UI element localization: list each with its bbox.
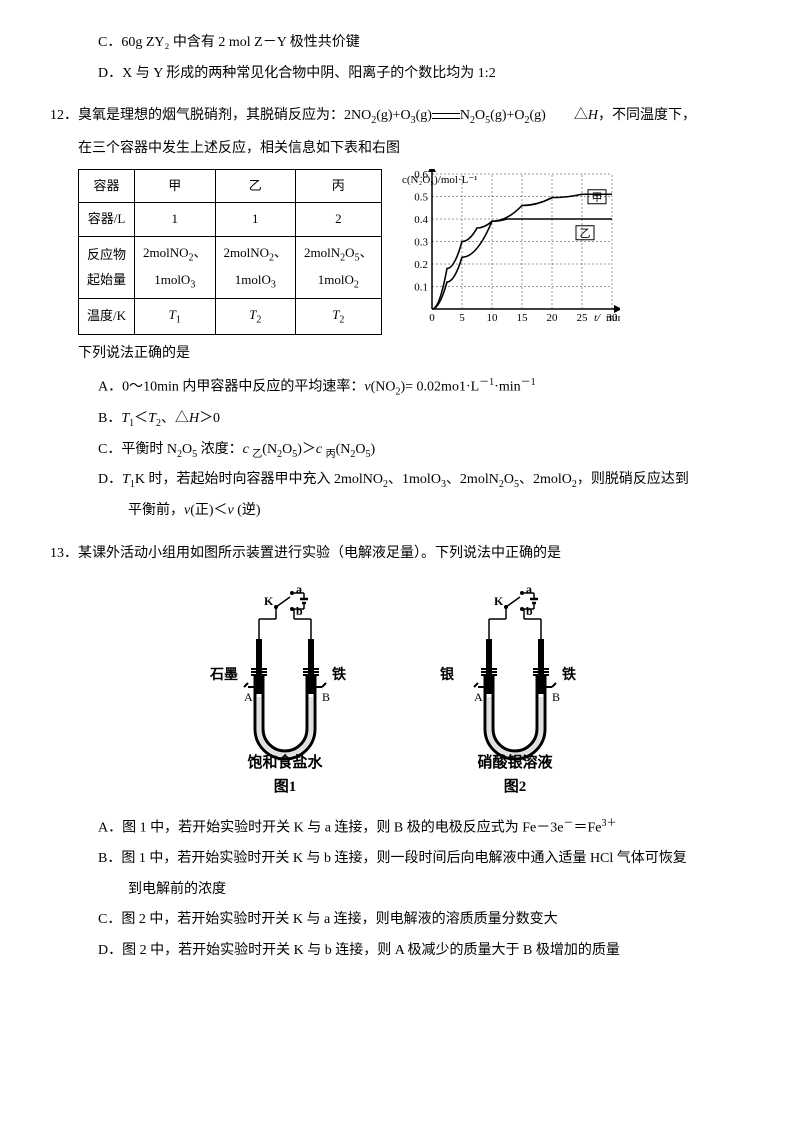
q12-stem-2: 在三个容器中发生上述反应，相关信息如下表和右图 (50, 136, 750, 163)
table-hdr-1: 甲 (135, 169, 216, 203)
svg-text:25: 25 (576, 312, 588, 324)
svg-text:a: a (296, 582, 302, 596)
table-hdr-3: 丙 (296, 169, 382, 203)
svg-text:甲: 甲 (591, 191, 602, 203)
svg-text:K: K (264, 594, 274, 608)
table-cell: 反应物起始量 (79, 236, 135, 298)
svg-text:0.5: 0.5 (414, 191, 428, 203)
q12-chart: 0510152025300.10.20.30.40.50.6甲乙c(N₂O₅)/… (400, 169, 620, 329)
q13-option-a: A．图 1 中，若开始实验时开关 K 与 a 连接，则 B 极的电极反应式为 F… (50, 814, 750, 842)
svg-text:0.2: 0.2 (414, 259, 428, 271)
svg-text:0.3: 0.3 (414, 236, 428, 248)
table-cell: 容器/L (79, 203, 135, 237)
svg-text:5: 5 (459, 312, 465, 324)
svg-text:银: 银 (440, 666, 455, 683)
table-hdr-0: 容器 (79, 169, 135, 203)
table-hdr-2: 乙 (215, 169, 296, 203)
svg-text:K: K (494, 594, 504, 608)
svg-text:B: B (552, 690, 560, 704)
svg-text:10: 10 (486, 312, 498, 324)
svg-text:石墨: 石墨 (209, 667, 238, 683)
svg-text:15: 15 (516, 312, 528, 324)
svg-text:B: B (322, 690, 330, 704)
table-cell: 2molNO2、1molO3 (135, 236, 216, 298)
q12-stem-1: 12．臭氧是理想的烟气脱硝剂，其脱硝反应为：2NO2(g)+O3(g)N2O5(… (50, 103, 750, 130)
svg-text:硝酸银溶液: 硝酸银溶液 (477, 753, 553, 769)
q13-stem: 13．某课外活动小组用如图所示装置进行实验（电解液足量）。下列说法中正确的是 (50, 541, 750, 568)
table-cell: 温度/K (79, 299, 135, 335)
svg-text:A: A (244, 690, 253, 704)
svg-text:0.4: 0.4 (414, 214, 428, 226)
fig1-label: 图1 (200, 773, 370, 802)
q13-figures: ABabK石墨铁饱和食盐水 图1 ABabK银铁硝酸银溶液 图2 (50, 579, 750, 802)
table-cell: 1 (215, 203, 296, 237)
q11-option-c: C．60g ZY₂ 中含有 2 mol Z－Y 极性共价键 (50, 30, 750, 57)
q12-option-a: A．0～10min 内甲容器中反应的平均速率：v(NO2)= 0.02mo1·L… (50, 373, 750, 401)
q12-option-b: B．T1＜T2、△H＞0 (50, 406, 750, 433)
equilibrium-arrow-icon (432, 111, 460, 121)
table-cell: 1 (135, 203, 216, 237)
svg-text:A: A (474, 690, 483, 704)
q13-option-b-2: 到电解前的浓度 (50, 877, 750, 904)
q13-option-d: D．图 2 中，若开始实验时开关 K 与 b 连接，则 A 极减少的质量大于 B… (50, 938, 750, 965)
q12-option-d-1: D．T1K 时，若起始时向容器甲中充入 2molNO2、1molO3、2molN… (50, 467, 750, 494)
table-cell: T2 (215, 299, 296, 335)
svg-text:饱和食盐水: 饱和食盐水 (247, 753, 323, 769)
table-cell: 2molNO2、1molO3 (215, 236, 296, 298)
svg-text:0.1: 0.1 (414, 281, 428, 293)
svg-text:b: b (526, 604, 533, 618)
q13-fig2: A Bab K 银 铁硝酸银溶液 图2 (430, 579, 600, 802)
svg-text:b: b (296, 604, 303, 618)
fig2-label: 图2 (430, 773, 600, 802)
svg-text:t/: t/ (594, 312, 601, 324)
table-cell: 2 (296, 203, 382, 237)
svg-text:铁: 铁 (332, 666, 346, 683)
q12-lead: 下列说法正确的是 (50, 341, 750, 368)
svg-text:0: 0 (429, 312, 435, 324)
q13-fig1: A Bab K 石墨 铁饱和食盐水 图1 (200, 579, 370, 802)
svg-text:a: a (526, 582, 532, 596)
q12-option-d-2: 平衡前，v(正)＜v (逆) (50, 498, 750, 525)
svg-text:乙: 乙 (579, 226, 590, 239)
svg-text:铁: 铁 (562, 666, 576, 683)
svg-text:20: 20 (546, 312, 558, 324)
table-cell: 2molN2O5、1molO2 (296, 236, 382, 298)
q12-option-c: C．平衡时 N2O5 浓度：c 乙(N2O5)＞c 丙(N2O5) (50, 437, 750, 464)
table-cell: T2 (296, 299, 382, 335)
q12-data-table: 容器 甲 乙 丙 容器/L 1 1 2 反应物起始量 2molNO2、1molO… (78, 169, 382, 335)
table-cell: T1 (135, 299, 216, 335)
svg-text:min: min (606, 312, 620, 324)
q13-option-b-1: B．图 1 中，若开始实验时开关 K 与 b 连接，则一段时间后向电解液中通入适… (50, 846, 750, 873)
q13-option-c: C．图 2 中，若开始实验时开关 K 与 a 连接，则电解液的溶质质量分数变大 (50, 907, 750, 934)
svg-text:c(N₂O₅)/mol·L⁻¹: c(N₂O₅)/mol·L⁻¹ (402, 174, 477, 186)
q11-option-d: D．X 与 Y 形成的两种常见化合物中阴、阳离子的个数比均为 1:2 (50, 61, 750, 88)
